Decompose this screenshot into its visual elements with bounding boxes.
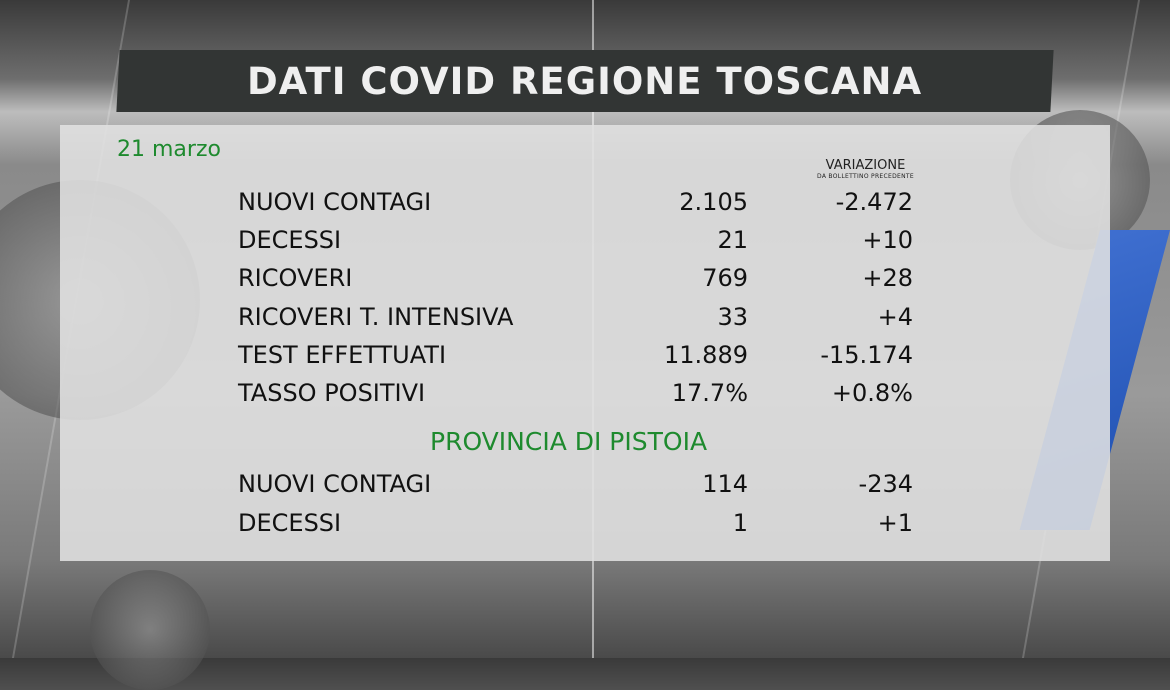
- row-value: 769: [702, 264, 748, 292]
- row-delta: -15.174: [820, 341, 913, 369]
- row-delta: +10: [862, 226, 913, 254]
- row-label: RICOVERI T. INTENSIVA: [238, 303, 514, 331]
- row-value: 1: [732, 509, 748, 537]
- table-row: NUOVI CONTAGI 114 -234: [238, 470, 918, 504]
- row-value: 114: [702, 470, 748, 498]
- row-value: 17.7%: [671, 379, 748, 407]
- province-title: PROVINCIA DI PISTOIA: [430, 427, 708, 456]
- row-label: NUOVI CONTAGI: [238, 188, 432, 216]
- table-row: TEST EFFETTUATI 11.889 -15.174: [238, 341, 918, 375]
- date-label: 21 marzo: [117, 137, 221, 162]
- row-label: NUOVI CONTAGI: [238, 470, 432, 498]
- virus-graphic: [90, 570, 210, 690]
- row-label: TASSO POSITIVI: [238, 379, 426, 407]
- table-row: TASSO POSITIVI 17.7% +0.8%: [238, 379, 918, 413]
- row-delta: +4: [877, 303, 913, 331]
- row-label: DECESSI: [238, 509, 342, 537]
- row-label: TEST EFFETTUATI: [238, 341, 447, 369]
- row-value: 33: [717, 303, 748, 331]
- row-delta: -234: [858, 470, 913, 498]
- table-row: NUOVI CONTAGI 2.105 -2.472: [238, 188, 918, 222]
- page-title: DATI COVID REGIONE TOSCANA: [247, 59, 923, 103]
- row-value: 11.889: [664, 341, 748, 369]
- row-delta: +1: [877, 509, 913, 537]
- row-delta: -2.472: [835, 188, 913, 216]
- row-label: RICOVERI: [238, 264, 353, 292]
- table-row: RICOVERI T. INTENSIVA 33 +4: [238, 303, 918, 337]
- table-row: RICOVERI 769 +28: [238, 264, 918, 298]
- table-row: DECESSI 1 +1: [238, 509, 918, 543]
- variation-title: VARIAZIONE: [825, 158, 906, 173]
- table-row: DECESSI 21 +10: [238, 226, 918, 260]
- title-bar: DATI COVID REGIONE TOSCANA: [116, 50, 1054, 112]
- variation-subtitle: DA BOLLETTINO PRECEDENTE: [817, 173, 914, 180]
- row-value: 21: [717, 226, 748, 254]
- variation-header: VARIAZIONE DA BOLLETTINO PRECEDENTE: [817, 158, 914, 180]
- row-label: DECESSI: [238, 226, 342, 254]
- row-value: 2.105: [679, 188, 748, 216]
- data-panel: 21 marzo VARIAZIONE DA BOLLETTINO PRECED…: [60, 125, 1110, 561]
- row-delta: +0.8%: [831, 379, 913, 407]
- row-delta: +28: [862, 264, 913, 292]
